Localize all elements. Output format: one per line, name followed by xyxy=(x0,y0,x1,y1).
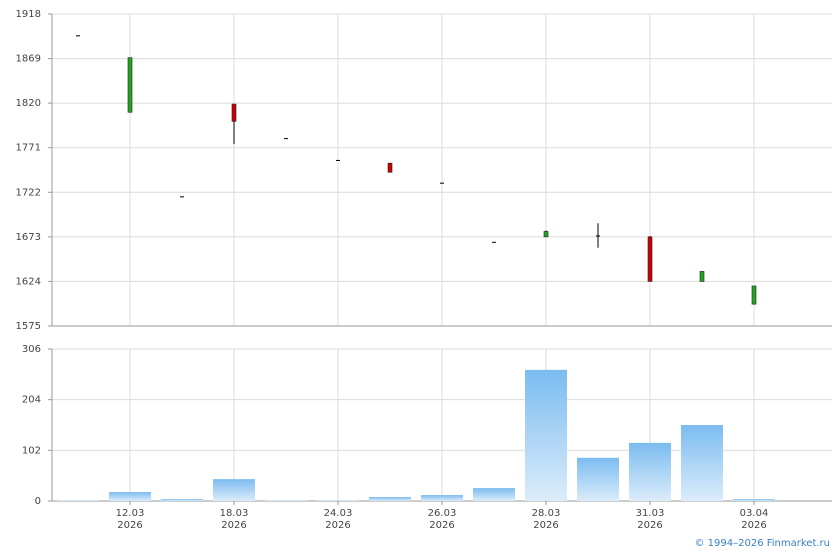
x-tick-label: 03.04 xyxy=(740,508,769,519)
y-tick-label: 1918 xyxy=(16,9,41,20)
x-tick-label: 31.03 xyxy=(636,508,665,519)
y-tick-label: 1673 xyxy=(16,232,41,243)
x-tick-label: 2026 xyxy=(741,520,766,531)
y-tick-label: 0 xyxy=(35,496,41,507)
candle-body xyxy=(699,271,705,282)
footer[interactable]: © 1994–2026 Finmarket.ru xyxy=(694,538,830,549)
candle-body xyxy=(647,236,653,282)
candle-body xyxy=(127,57,133,113)
bar xyxy=(213,479,255,501)
x-tick-label: 2026 xyxy=(325,520,350,531)
y-tick-label: 1820 xyxy=(16,98,41,109)
y-tick-label: 1722 xyxy=(16,187,41,198)
x-tick-label: 18.03 xyxy=(220,508,249,519)
bar xyxy=(421,495,463,501)
candle-body xyxy=(751,285,757,305)
candle-body xyxy=(543,231,549,238)
bar xyxy=(629,442,671,501)
y-tick-label: 204 xyxy=(22,395,41,406)
x-tick-label: 2026 xyxy=(533,520,558,531)
y-tick-label: 1575 xyxy=(16,321,41,332)
y-tick-label: 306 xyxy=(22,344,41,355)
bar xyxy=(577,457,619,501)
y-tick-label: 102 xyxy=(22,445,41,456)
y-tick-label: 1869 xyxy=(16,54,41,65)
candle-body xyxy=(387,162,393,173)
bar xyxy=(681,425,723,501)
bar xyxy=(369,497,411,501)
x-tick-label: 2026 xyxy=(117,520,142,531)
x-tick-label: 2026 xyxy=(429,520,454,531)
x-tick-label: 2026 xyxy=(221,520,246,531)
x-tick-label: 12.03 xyxy=(116,508,145,519)
y-tick-label: 1624 xyxy=(16,276,41,287)
x-tick-label: 24.03 xyxy=(324,508,353,519)
bar xyxy=(109,492,151,501)
bar xyxy=(525,369,567,501)
x-tick-label: 28.03 xyxy=(532,508,561,519)
candle-body xyxy=(231,103,237,122)
bar xyxy=(733,499,775,501)
bar xyxy=(161,499,203,501)
x-tick-label: 2026 xyxy=(637,520,662,531)
x-tick-label: 26.03 xyxy=(428,508,457,519)
y-tick-label: 1771 xyxy=(16,143,41,154)
bar xyxy=(473,488,515,501)
